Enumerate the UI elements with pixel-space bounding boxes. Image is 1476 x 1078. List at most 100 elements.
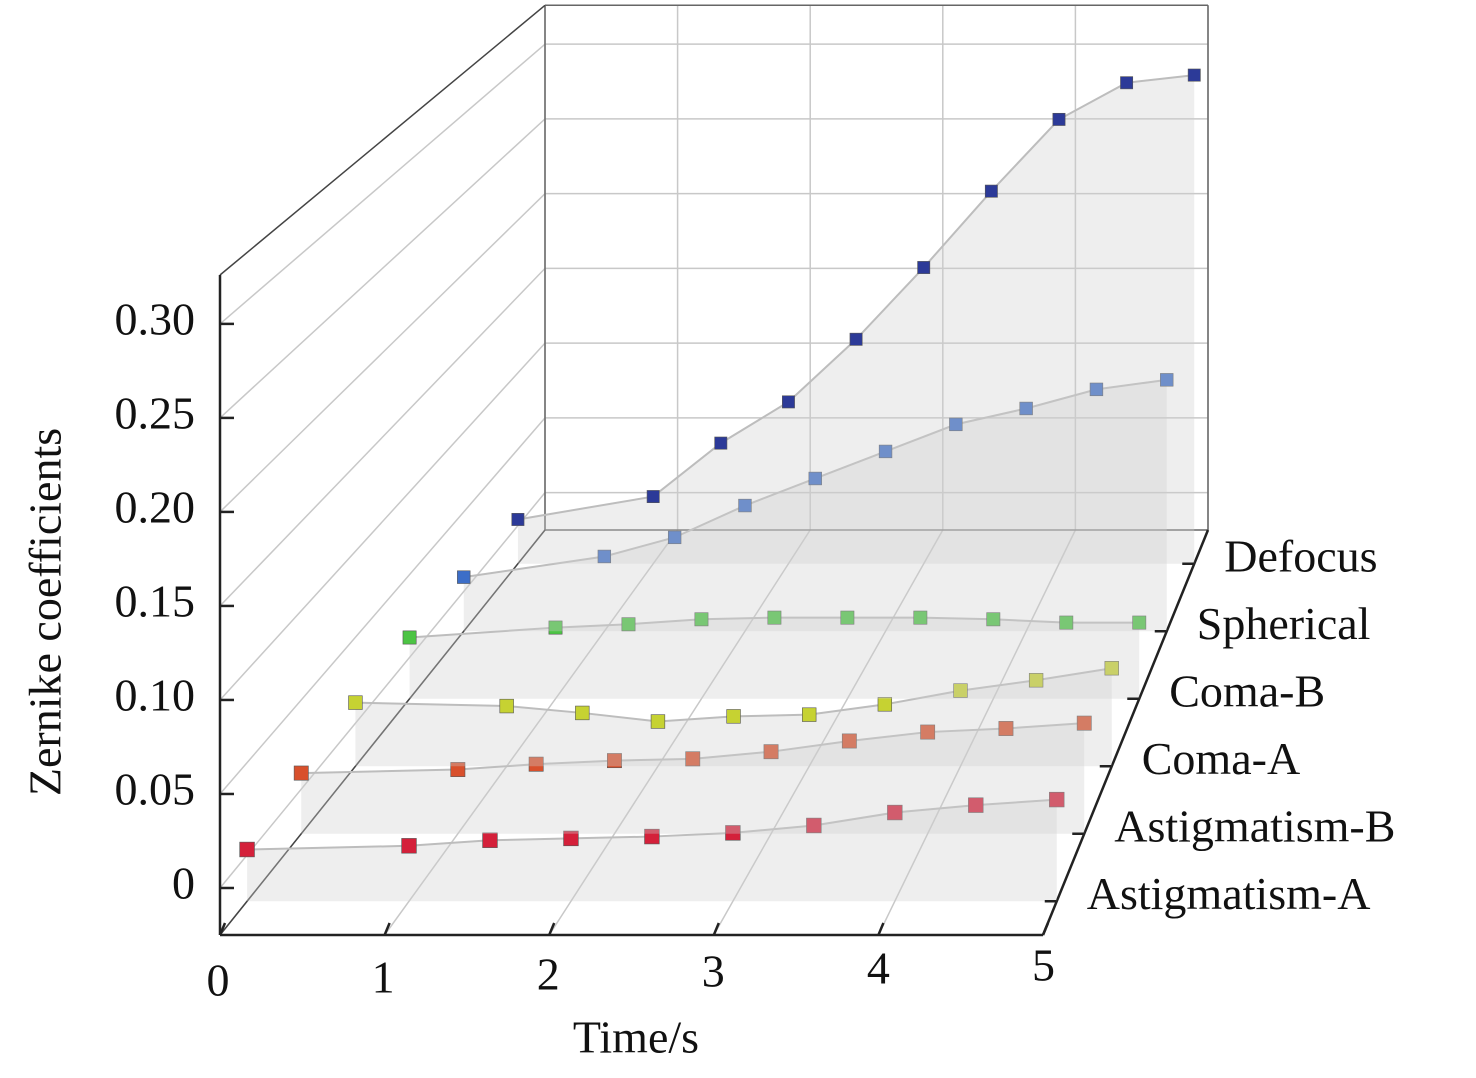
x-axis-label: Time/s [573,1012,699,1063]
x-tick-label: 2 [537,949,560,1000]
data-point [998,721,1014,736]
data-point [913,610,928,625]
data-point [725,825,741,841]
grid-line [219,43,546,325]
data-point [763,744,779,760]
y-axis-label: Zernike coefficients [20,428,71,796]
y-tick-label: 0.05 [115,764,196,815]
data-point [528,756,544,772]
y-tick-label: 0.10 [115,670,196,721]
series-label: Coma-A [1142,733,1300,784]
left-wall-edge [219,4,546,276]
data-point [621,617,636,632]
x-tick [548,922,556,936]
data-point [685,751,701,767]
grid-line [383,529,679,936]
data-point [450,762,466,777]
data-point [511,513,525,526]
data-point [986,612,1001,627]
data-point [714,436,728,450]
series-area [463,379,1167,632]
data-point [1028,673,1044,688]
data-point [877,697,893,712]
data-point [802,707,817,722]
data-point [548,620,563,635]
series-line [517,74,1195,521]
series-line [463,378,1167,579]
data-point [767,610,782,625]
data-point [293,765,309,781]
x-tick-label: 0 [207,955,230,1006]
grid-line [219,492,546,889]
data-point [563,830,579,847]
x-tick-label: 1 [372,952,395,1003]
data-point [644,828,660,845]
data-point [878,444,893,459]
data-point [1104,661,1119,676]
depth-axis [1041,529,1210,936]
data-point [806,817,822,834]
data-point [1059,615,1074,630]
data-point [949,417,963,432]
data-point [239,841,255,858]
data-point [920,724,936,740]
data-point [1160,373,1174,387]
data-point [402,630,417,645]
data-point [841,733,857,749]
data-point [482,832,498,848]
data-point [694,612,709,627]
grid-line [877,529,1077,936]
x-tick-label: 4 [867,943,890,994]
x-tick [383,922,391,936]
series-label: Defocus [1224,530,1377,581]
data-point [808,471,822,486]
x-tick [218,922,227,936]
y-tick-label: 0.25 [115,387,196,438]
data-point [1052,112,1066,126]
data-point [650,714,666,729]
data-point [840,610,855,625]
data-point [1187,68,1201,82]
y-tick-label: 0.15 [115,576,196,627]
data-point [607,753,622,769]
series-area [409,617,1140,699]
data-point [968,797,984,813]
data-point [575,705,590,721]
series-line [247,798,1057,851]
data-point [1132,615,1147,630]
y-tick-label: 0.20 [115,481,196,532]
data-point [1049,791,1065,808]
data-point [667,530,682,545]
series-label: Spherical [1197,598,1371,649]
grid-line [219,267,546,607]
data-point [1120,76,1134,90]
data-point [646,490,660,503]
x-tick [712,922,720,936]
data-point [499,698,514,714]
grid-line [219,342,546,701]
y-tick-label: 0.30 [115,293,196,344]
series-line [355,667,1112,723]
x-tick-label: 3 [702,946,725,997]
series-area [247,799,1057,902]
series-area [517,75,1195,564]
y-tick-label: 0 [172,858,195,909]
grid-line [219,193,546,513]
grid-line [713,529,944,936]
data-point [348,695,363,710]
data-point [953,683,968,698]
data-point [738,498,752,513]
data-point [457,570,471,584]
data-point [1076,715,1092,731]
data-point [984,184,998,198]
data-point [726,709,741,724]
series-label: Astigmatism-A [1087,868,1371,919]
data-point [1019,401,1033,416]
data-point [887,804,903,821]
data-point [917,261,931,274]
series-line [409,616,1140,639]
data-point [597,549,612,564]
data-point [782,395,795,409]
left-wall-edge [219,529,546,936]
